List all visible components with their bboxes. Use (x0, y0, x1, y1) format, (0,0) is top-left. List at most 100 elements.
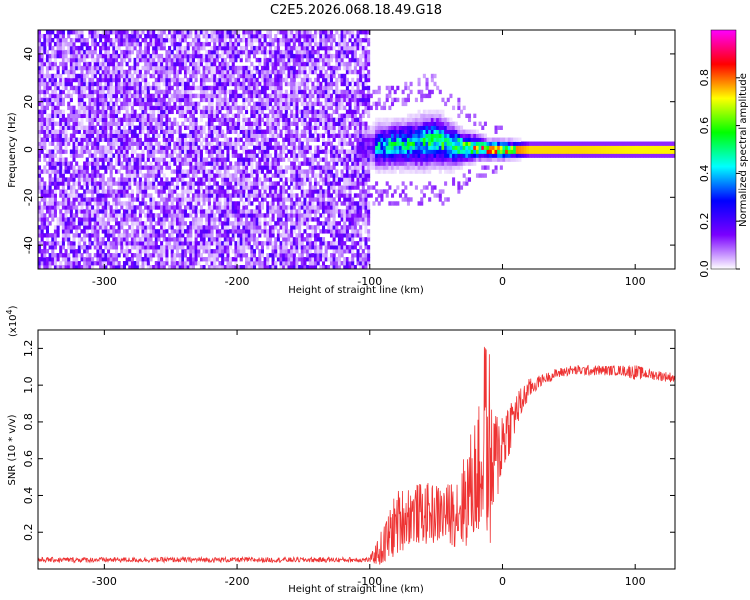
spectrogram-cell (189, 181, 193, 186)
spectrogram-cell (298, 257, 302, 262)
spectrogram-cell (149, 257, 153, 262)
spectrogram-cell (263, 189, 267, 194)
spectrogram-cell (85, 197, 89, 202)
spectrogram-cell (114, 181, 119, 186)
spectrogram-cell (268, 145, 272, 150)
spectrogram-cell (306, 241, 310, 246)
spectrogram-cell (242, 253, 246, 258)
spectrogram-cell (218, 197, 222, 202)
spectrogram-cell (107, 253, 111, 258)
spectrogram-cell (133, 137, 137, 142)
spectrogram-cell (194, 129, 198, 134)
spectrogram-cell (64, 85, 68, 91)
spectrogram-cell (181, 57, 185, 63)
spectrogram-cell (80, 245, 84, 250)
spectrogram-cell (210, 185, 214, 190)
spectrogram-cell (114, 189, 119, 194)
spectrogram-cell (133, 209, 137, 214)
spectrogram-cell (245, 85, 249, 91)
spectrogram-cell (128, 121, 132, 126)
spectrogram-cell (284, 213, 288, 218)
spectrogram-cell (210, 121, 214, 126)
spectrogram-cell (290, 177, 294, 182)
spectrogram-cell (197, 57, 201, 63)
spectrogram-cell (245, 185, 249, 190)
spectrogram-cell (96, 33, 100, 39)
spectrogram-cell (128, 73, 132, 79)
spectrogram-cell (91, 117, 95, 123)
spectrogram-cell (263, 261, 267, 266)
spectrogram-cell (292, 237, 296, 242)
spectrogram-cell (223, 113, 227, 119)
spectrogram-cell (160, 125, 164, 130)
spectrogram-cell (178, 161, 182, 166)
spectrogram-cell (300, 213, 304, 218)
spectrogram-cell (176, 173, 180, 178)
spectrogram-cell (290, 221, 294, 226)
spectrogram-cell (276, 57, 280, 63)
spectrogram-cell (186, 157, 190, 162)
spectrogram-cell (122, 261, 126, 266)
spectrogram-cell (61, 125, 65, 130)
spectrogram-cell (255, 33, 259, 39)
spectrogram-cell (268, 265, 272, 270)
spectrogram-cell (266, 241, 270, 246)
spectrogram-cell (242, 101, 246, 107)
spectrogram-cell (295, 129, 299, 134)
spectrogram-cell (144, 145, 148, 150)
spectrogram-cell (231, 77, 235, 83)
spectrogram-cell (146, 89, 150, 95)
spectrogram-cell (306, 77, 310, 83)
spectrogram-cell (67, 265, 71, 270)
spectrogram-cell (215, 93, 219, 99)
spectrogram-cell (128, 101, 132, 107)
spectrogram-cell (284, 153, 288, 158)
spectrogram-cell (162, 81, 166, 87)
spectrogram-cell (189, 105, 193, 111)
spectrogram-cell (176, 73, 180, 79)
spectrogram-cell (210, 145, 214, 150)
spectrogram-cell (199, 233, 203, 238)
spectrogram-cell (69, 57, 73, 63)
spectrogram-cell (250, 161, 254, 166)
spectrogram-cell (221, 30, 225, 35)
spectrogram-cell (61, 89, 65, 95)
spectrogram-cell (112, 229, 116, 234)
spectrogram-cell (274, 149, 278, 154)
spectrogram-cell (67, 101, 71, 107)
spectrogram-cell (128, 89, 132, 95)
spectrogram-cell (298, 145, 302, 150)
spectrogram-cell (146, 185, 150, 190)
spectrogram-cell (64, 197, 68, 202)
spectrogram-cell (263, 185, 267, 190)
spectrogram-cell (109, 73, 113, 79)
spectrogram-cell (199, 229, 203, 234)
spectrogram-cell (101, 61, 105, 67)
spectrogram-cell (183, 81, 188, 87)
spectrogram-cell (146, 205, 150, 210)
spectrogram-cell (67, 261, 71, 266)
spectrogram-cell (99, 177, 103, 182)
spectrogram-cell (311, 109, 315, 115)
spectrogram-cell (91, 69, 95, 75)
spectrogram-cell (268, 53, 272, 59)
spectrogram-cell (112, 45, 116, 51)
spectrogram-cell (213, 249, 217, 254)
spectrogram-cell (109, 209, 113, 214)
spectrogram-cell (308, 205, 312, 210)
spectrogram-cell (77, 209, 81, 214)
spectrogram-cell (242, 69, 246, 75)
spectrogram-cell (99, 77, 103, 83)
spectrogram-cell (303, 265, 307, 270)
spectrogram-cell (61, 237, 65, 242)
spectrogram-cell (292, 129, 296, 134)
spectrogram-cell (186, 105, 190, 111)
spectrogram-cell (311, 233, 315, 238)
spectrogram-cell (114, 209, 119, 214)
spectrogram-cell (181, 97, 185, 103)
spectrogram-cell (93, 217, 97, 222)
spectrogram-cell (56, 157, 60, 162)
spectrogram-cell (178, 237, 182, 242)
spectrogram-cell (160, 61, 164, 67)
spectrogram-cell (282, 105, 286, 111)
